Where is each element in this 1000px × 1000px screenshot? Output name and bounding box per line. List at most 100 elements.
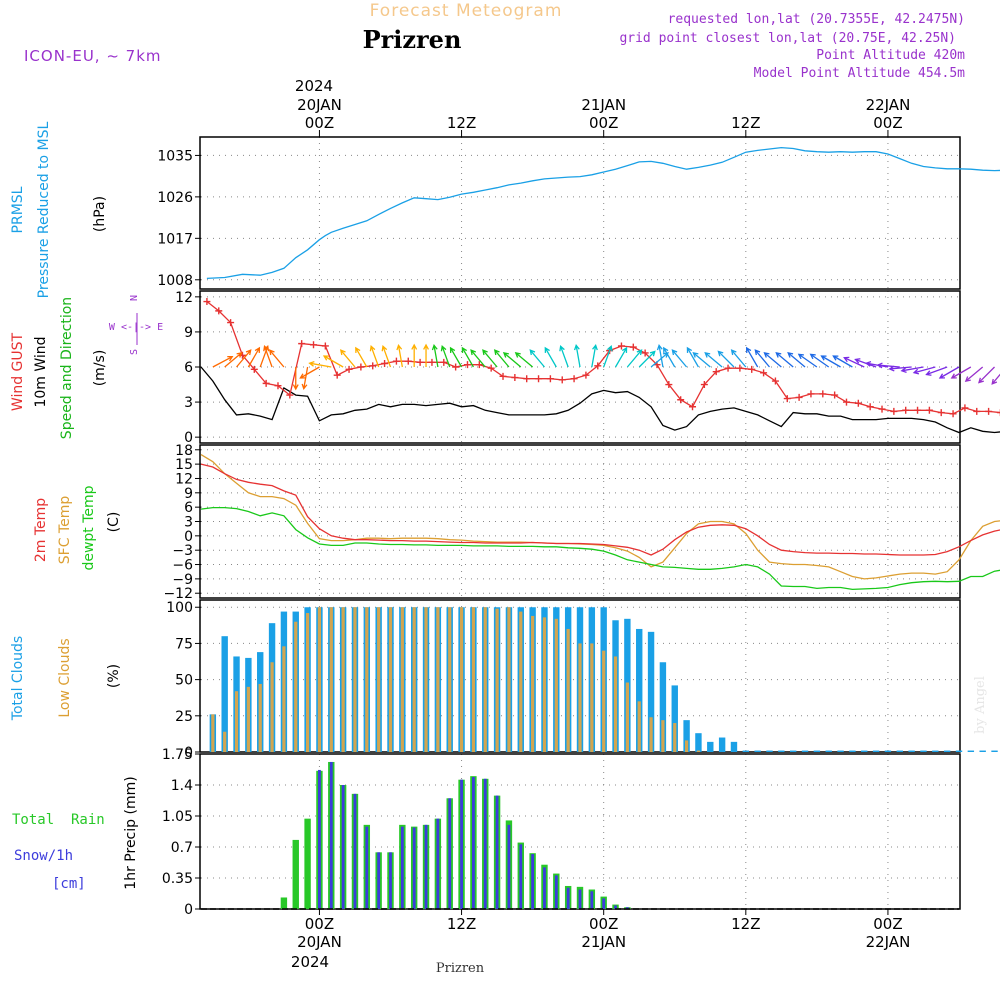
gust-marker — [677, 396, 685, 404]
wind-direction-arrow — [411, 343, 418, 367]
gust-marker — [712, 368, 720, 376]
gust-marker — [795, 393, 803, 401]
pressure-line — [206, 146, 1000, 280]
bottom-axis-label: 00Z — [305, 915, 334, 933]
gust-marker — [227, 319, 235, 327]
gust-marker — [854, 399, 862, 407]
gust-marker — [392, 357, 400, 365]
gust-marker — [937, 409, 945, 417]
temp-ytick-label: 18 — [175, 443, 193, 459]
wind-direction-arrow — [263, 345, 273, 368]
total-cloud-bar — [707, 741, 714, 752]
wind-direction-arrow — [470, 349, 486, 368]
gust-marker — [831, 391, 839, 399]
wind-direction-arrow — [559, 345, 569, 368]
gust-marker — [511, 374, 519, 382]
wind-direction-arrow — [529, 349, 545, 368]
low-cloud-bar — [365, 607, 369, 752]
wind-direction-arrow — [832, 355, 853, 368]
gust-marker — [452, 363, 460, 371]
total-cloud-bar — [837, 750, 844, 752]
wind-direction-arrow — [991, 373, 1000, 385]
wind-direction-arrow — [440, 345, 451, 368]
snow-bar — [448, 798, 452, 909]
clouds-ytick-label: 25 — [175, 709, 193, 725]
gust-marker — [629, 343, 637, 351]
gust-marker — [689, 403, 697, 411]
wind-ytick-label: 12 — [175, 290, 193, 306]
low-cloud-bar — [696, 750, 701, 752]
gust-marker — [250, 365, 258, 373]
wind-ytick-label: 0 — [184, 430, 193, 446]
total-cloud-bar — [221, 636, 228, 752]
wind-direction-arrow — [656, 343, 664, 368]
precip-ytick-label: 1.4 — [171, 778, 193, 794]
snow-bar — [460, 779, 463, 909]
total-cloud-bar — [659, 662, 667, 752]
top-axis-label: 21JAN — [581, 96, 626, 114]
wind-direction-arrow — [650, 351, 669, 368]
low-cloud-bar — [246, 686, 250, 752]
low-cloud-bar — [459, 607, 464, 752]
gust-marker — [594, 362, 602, 370]
snow-bar — [318, 769, 321, 909]
temp-2m-line — [200, 463, 1000, 556]
gust-marker — [973, 407, 981, 415]
temp-unit: (C) — [106, 512, 122, 533]
low-cloud-bar — [637, 701, 641, 752]
wind-label-10m: 10m Wind — [33, 336, 49, 407]
temp-ytick-label: 9 — [184, 486, 193, 502]
wind-direction-arrow — [938, 366, 960, 379]
top-time-axis: 2024 20JAN00Z12Z21JAN00Z12Z22JAN00Z12Z — [295, 77, 911, 137]
pressure-unit: (hPa) — [92, 196, 108, 232]
bottom-axis-label: 21JAN — [581, 933, 626, 951]
low-cloud-bar — [412, 607, 416, 752]
low-cloud-bar — [519, 611, 523, 752]
top-axis-label: 00Z — [873, 114, 902, 132]
total-cloud-bar — [932, 750, 939, 752]
wind-direction-arrow — [603, 345, 613, 368]
low-cloud-bar — [282, 646, 286, 752]
wind-direction-arrow — [704, 351, 723, 368]
temp-ytick-label: 6 — [184, 500, 193, 516]
top-axis-label: 22JAN — [866, 96, 911, 114]
low-cloud-bar — [554, 618, 558, 752]
bottom-axis-label: 22JAN — [866, 933, 911, 951]
gust-marker — [475, 361, 483, 369]
bottom-axis-label: 12Z — [731, 915, 760, 933]
temp-ytick-label: −6 — [172, 558, 193, 574]
temp-ytick-label: 12 — [175, 471, 193, 487]
gust-marker — [996, 409, 1000, 417]
gust-marker — [215, 307, 223, 315]
bottom-axis-label: 00Z — [589, 915, 618, 933]
bottom-footer: Prizren — [436, 961, 485, 976]
snow-bar — [495, 795, 499, 909]
gust-marker — [700, 381, 708, 389]
gust-marker — [949, 410, 957, 418]
wind-direction-arrow — [482, 349, 498, 368]
cloud-label-low: Low Clouds — [57, 638, 73, 717]
wind-direction-arrow — [964, 366, 984, 383]
total-cloud-bar — [718, 737, 726, 752]
temp-ytick-label: 0 — [184, 529, 193, 545]
pressure-ytick-label: 1035 — [157, 148, 193, 164]
header-point-altitude: Point Altitude 420m — [816, 48, 965, 63]
wind-direction-arrow — [369, 345, 380, 368]
precip-label-rain: Total Rain — [12, 812, 105, 828]
low-cloud-bar — [483, 607, 487, 752]
temp-label-dewpt: dewpt Temp — [81, 485, 97, 570]
watermark: by Angel — [973, 676, 988, 734]
total-cloud-bar — [778, 750, 785, 752]
low-cloud-bar — [270, 662, 274, 752]
compass-west-east: W <-|-> E — [109, 322, 163, 333]
wind-direction-arrow — [809, 353, 830, 368]
bottom-axis-label: 00Z — [873, 915, 902, 933]
top-axis-label: 00Z — [589, 114, 618, 132]
precipitation-panel: 0 0.35 0.7 1.05 1.4 1.75 — [162, 747, 961, 918]
gust-marker — [878, 405, 886, 413]
total-cloud-bar — [742, 750, 750, 752]
wind-direction-arrow — [431, 343, 439, 368]
total-cloud-bar — [896, 750, 903, 752]
low-cloud-bar — [388, 607, 393, 752]
